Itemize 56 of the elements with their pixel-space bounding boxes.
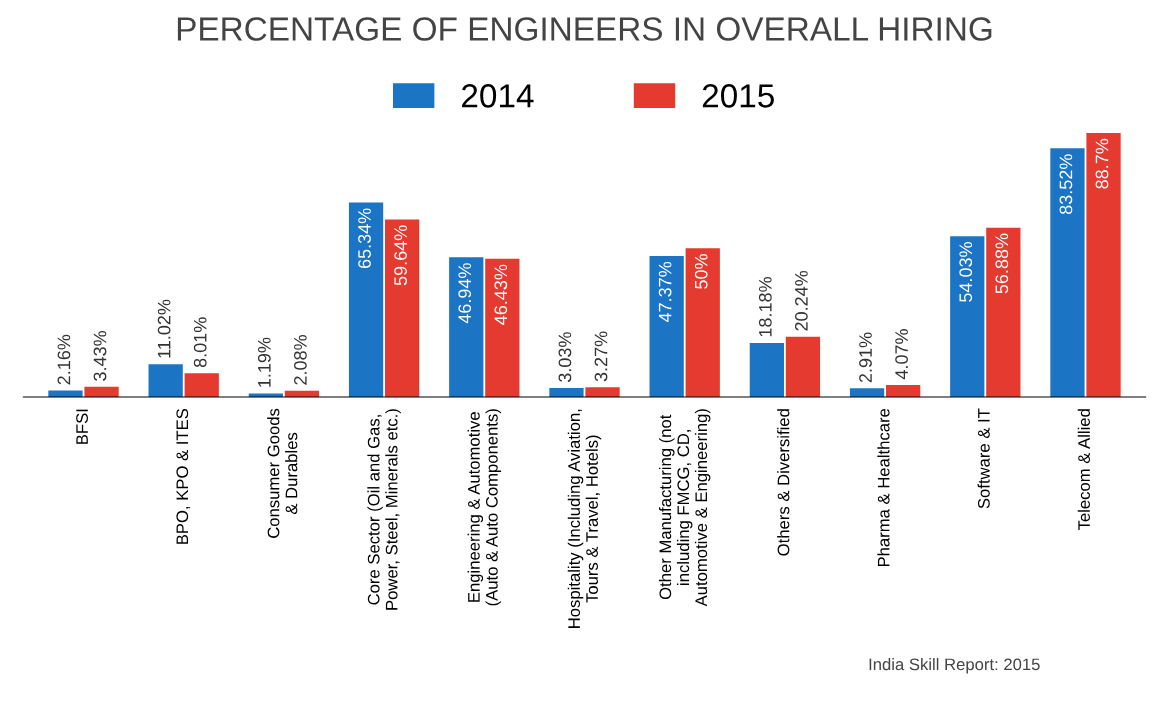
data-label: 3.43% xyxy=(93,330,107,381)
data-label: 46.94% xyxy=(458,263,472,324)
x-tick-label: Telecom & Allied xyxy=(1077,409,1090,531)
data-label: 18.18% xyxy=(758,277,772,337)
text: India Skill Report: 2015 xyxy=(869,658,1040,674)
data-label: 59.64% xyxy=(394,225,407,286)
x-tick-label: Engineering & Automotive (Auto & Auto Components) xyxy=(467,409,502,606)
bar xyxy=(785,336,821,398)
data-label: 2.16% xyxy=(57,334,71,385)
data-label: 65.34% xyxy=(358,208,371,269)
legend-label: 2014 xyxy=(462,84,534,108)
data-label: 4.07% xyxy=(895,329,908,380)
data-label: 8.01% xyxy=(193,317,207,368)
x-tick-label: BPO, KPO & ITES xyxy=(176,408,191,544)
x-tick-label: Software & IT xyxy=(977,408,990,509)
bar xyxy=(950,236,985,398)
bar xyxy=(849,388,885,398)
x-tick-label: Pharma & Healthcare xyxy=(877,408,890,567)
bar xyxy=(585,387,620,398)
x-tick-label: Other Manufacturing (not including FMCG, CD, Automotive & Engineering) xyxy=(658,409,711,607)
data-label: 56.88% xyxy=(995,233,1009,294)
bar xyxy=(549,388,584,398)
data-label: 46.43% xyxy=(494,264,508,325)
data-label: 11.02% xyxy=(157,299,171,358)
data-label: 2.08% xyxy=(294,335,307,385)
x-tick-label: Others & Diversified xyxy=(777,409,790,556)
data-label: 83.52% xyxy=(1059,154,1073,215)
bar xyxy=(348,202,384,398)
bar xyxy=(385,219,420,398)
data-label: 3.03% xyxy=(558,332,572,383)
bar xyxy=(749,342,784,398)
bar xyxy=(485,258,520,398)
data-label: 88.7% xyxy=(1095,138,1109,189)
bar xyxy=(886,384,921,398)
data-label: 2.91% xyxy=(859,332,872,383)
bar xyxy=(148,364,183,398)
bar xyxy=(449,257,484,398)
legend-label: 2015 xyxy=(702,84,774,108)
data-label: 20.24% xyxy=(795,270,808,331)
bar xyxy=(184,373,219,398)
x-tick-label: Core Sector (Oil and Gas, Power, Steel, Minerals etc.) xyxy=(367,409,401,610)
data-label: 1.19% xyxy=(257,337,271,387)
chart-title: PERCENTAGE OF ENGINEERS IN OVERALL HIRING xyxy=(177,17,992,41)
bar xyxy=(986,227,1021,398)
data-label: 47.37% xyxy=(658,261,672,323)
data-label: 50% xyxy=(694,254,708,289)
x-tick-label: Hospitality (Including Aviation, Tours & Travel, Hotels) xyxy=(567,409,602,628)
bar xyxy=(649,255,684,398)
x-tick-label: BFSI xyxy=(76,409,88,444)
data-label: 54.03% xyxy=(959,242,973,302)
bar xyxy=(1050,148,1085,398)
bar xyxy=(685,248,720,398)
data-label: 3.27% xyxy=(594,331,608,382)
bar xyxy=(84,386,119,398)
x-tick-label: Consumer Goods & Durables xyxy=(267,408,298,538)
bar xyxy=(1086,132,1121,398)
